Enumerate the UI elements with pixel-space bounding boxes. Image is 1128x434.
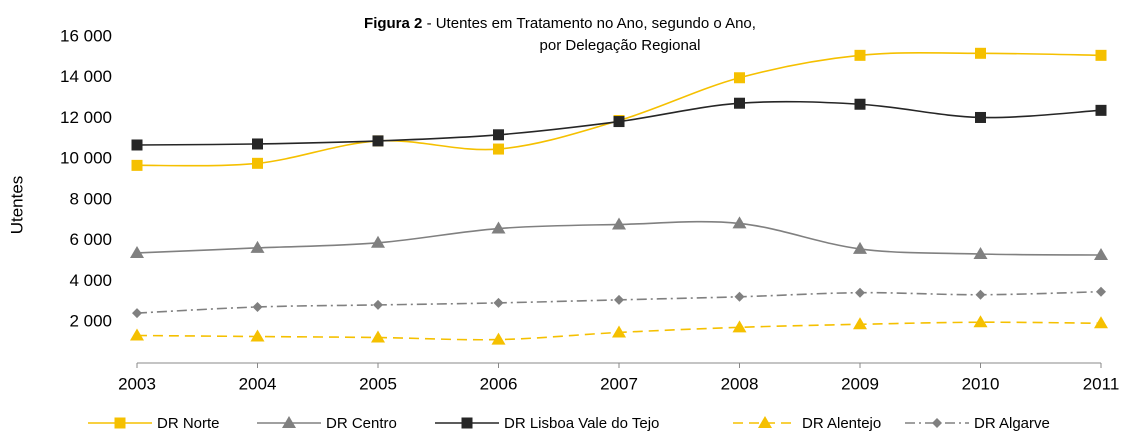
series-line — [136, 52, 1102, 167]
data-point — [854, 49, 866, 61]
data-point — [734, 97, 745, 109]
data-point — [373, 299, 383, 310]
legend-label: DR Alentejo — [802, 415, 881, 432]
x-tick-label: 2005 — [359, 374, 397, 393]
data-point — [853, 241, 867, 254]
title-prefix: Figura 2 — [364, 15, 422, 32]
x-tick-label: 2011 — [1083, 374, 1120, 393]
legend-label: DR Norte — [157, 415, 220, 432]
data-point — [854, 98, 866, 110]
data-point — [371, 235, 385, 248]
data-point — [493, 143, 504, 155]
y-tick-label: 14 000 — [60, 67, 112, 86]
x-tick-label: 2006 — [480, 374, 518, 393]
data-point — [612, 325, 626, 338]
data-point — [975, 289, 986, 300]
x-tick-label: 2004 — [239, 374, 277, 393]
data-point — [973, 246, 988, 259]
data-point — [1095, 49, 1107, 61]
y-axis-label: Utentes — [7, 176, 26, 235]
x-tick-label: 2009 — [841, 374, 879, 393]
data-point — [250, 329, 265, 342]
data-point — [493, 297, 504, 308]
data-point — [975, 47, 986, 59]
legend-label: DR Centro — [326, 415, 397, 432]
data-point — [732, 320, 747, 333]
data-point — [252, 301, 263, 312]
data-point — [853, 317, 867, 330]
y-tick-label: 8 000 — [69, 189, 112, 208]
legend-marker — [758, 416, 772, 428]
data-point — [372, 135, 384, 147]
data-point — [131, 159, 143, 171]
data-point — [252, 157, 263, 169]
legend-marker — [114, 417, 126, 429]
data-point — [975, 111, 986, 123]
x-tick-label: 2010 — [962, 374, 1000, 393]
data-point — [855, 287, 865, 298]
data-point — [732, 216, 747, 229]
data-point — [130, 245, 144, 258]
x-tick-label: 2008 — [721, 374, 759, 393]
data-point — [973, 315, 988, 328]
data-point — [1094, 248, 1108, 261]
legend-marker — [461, 417, 473, 429]
data-point — [614, 294, 624, 305]
data-point — [371, 330, 385, 343]
data-point — [250, 240, 265, 253]
y-tick-label: 4 000 — [69, 271, 112, 290]
legend-label: DR Algarve — [974, 415, 1050, 432]
data-point — [132, 308, 142, 319]
y-tick-label: 16 000 — [60, 26, 112, 45]
x-tick-label: 2003 — [118, 374, 156, 393]
data-point — [612, 217, 626, 230]
x-tick-label: 2007 — [600, 374, 638, 393]
data-point — [493, 129, 504, 141]
data-point — [613, 116, 625, 128]
legend-marker — [932, 418, 942, 428]
y-tick-label: 12 000 — [60, 108, 112, 127]
chart-subtitle: por Delegação Regional — [540, 37, 701, 54]
data-point — [1095, 104, 1107, 116]
legend-label: DR Lisboa Vale do Tejo — [504, 415, 659, 432]
data-point — [130, 328, 144, 341]
data-point — [131, 139, 143, 151]
legend-marker — [282, 416, 296, 428]
data-point — [491, 332, 506, 345]
data-point — [734, 72, 745, 84]
y-tick-label: 10 000 — [60, 149, 112, 168]
data-point — [252, 138, 263, 150]
data-point — [734, 291, 745, 302]
data-point — [1096, 286, 1106, 297]
y-tick-label: 2 000 — [69, 312, 112, 331]
title-line: - Utentes em Tratamento no Ano, segundo … — [427, 15, 756, 32]
y-tick-label: 6 000 — [69, 230, 112, 249]
data-point — [491, 221, 506, 234]
chart-title: Figura 2 - Utentes em Tratamento no Ano,… — [364, 15, 756, 32]
data-point — [1094, 316, 1108, 329]
